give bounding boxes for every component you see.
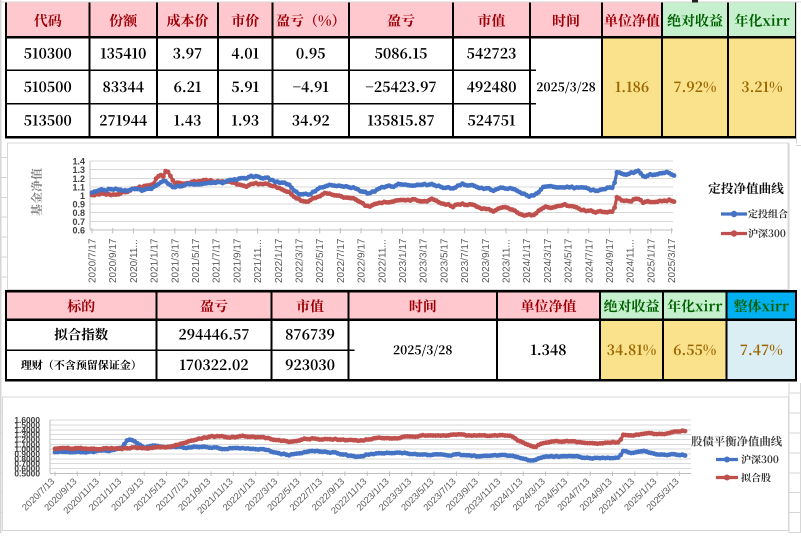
svg-text:2023/3/17: 2023/3/17 bbox=[419, 238, 430, 283]
svg-text:2022/1/17: 2022/1/17 bbox=[274, 238, 285, 283]
svg-text:2021/1/17: 2021/1/17 bbox=[150, 238, 161, 283]
svg-text:2021/5/17: 2021/5/17 bbox=[191, 238, 202, 283]
svg-text:2022/9/17: 2022/9/17 bbox=[357, 238, 368, 283]
svg-text:2025/3/17: 2025/3/17 bbox=[667, 238, 678, 283]
svg-text:2024/11...: 2024/11... bbox=[626, 239, 637, 283]
svg-text:2022/5/17: 2022/5/17 bbox=[315, 238, 326, 283]
svg-text:2023/7/17: 2023/7/17 bbox=[460, 238, 471, 283]
svg-text:2020/9/17: 2020/9/17 bbox=[108, 238, 119, 283]
svg-text:2020/7/17: 2020/7/17 bbox=[88, 238, 99, 283]
svg-text:2024/1/17: 2024/1/17 bbox=[522, 238, 533, 283]
svg-text:2023/1/17: 2023/1/17 bbox=[398, 238, 409, 283]
svg-text:2023/9/17: 2023/9/17 bbox=[481, 238, 492, 283]
svg-text:2021/11...: 2021/11... bbox=[253, 239, 264, 283]
svg-text:2025/1/17: 2025/1/17 bbox=[646, 238, 657, 283]
svg-text:2023/5/17: 2023/5/17 bbox=[439, 238, 450, 283]
svg-text:2022/11...: 2022/11... bbox=[377, 239, 388, 283]
svg-text:2022/3/17: 2022/3/17 bbox=[295, 238, 306, 283]
svg-text:2024/3/17: 2024/3/17 bbox=[543, 238, 554, 283]
svg-text:2022/7/17: 2022/7/17 bbox=[336, 238, 347, 283]
svg-text:2021/9/17: 2021/9/17 bbox=[232, 238, 243, 283]
svg-text:2024/5/17: 2024/5/17 bbox=[564, 238, 575, 283]
svg-text:2020/11...: 2020/11... bbox=[129, 239, 140, 283]
svg-text:0.5000: 0.5000 bbox=[14, 468, 40, 478]
svg-text:2023/11...: 2023/11... bbox=[502, 239, 513, 283]
svg-text:0.6: 0.6 bbox=[72, 226, 85, 236]
svg-text:2021/7/17: 2021/7/17 bbox=[212, 238, 223, 283]
svg-text:2024/7/17: 2024/7/17 bbox=[584, 238, 595, 283]
svg-text:2024/9/17: 2024/9/17 bbox=[605, 238, 616, 283]
svg-text:2021/3/17: 2021/3/17 bbox=[170, 238, 181, 283]
